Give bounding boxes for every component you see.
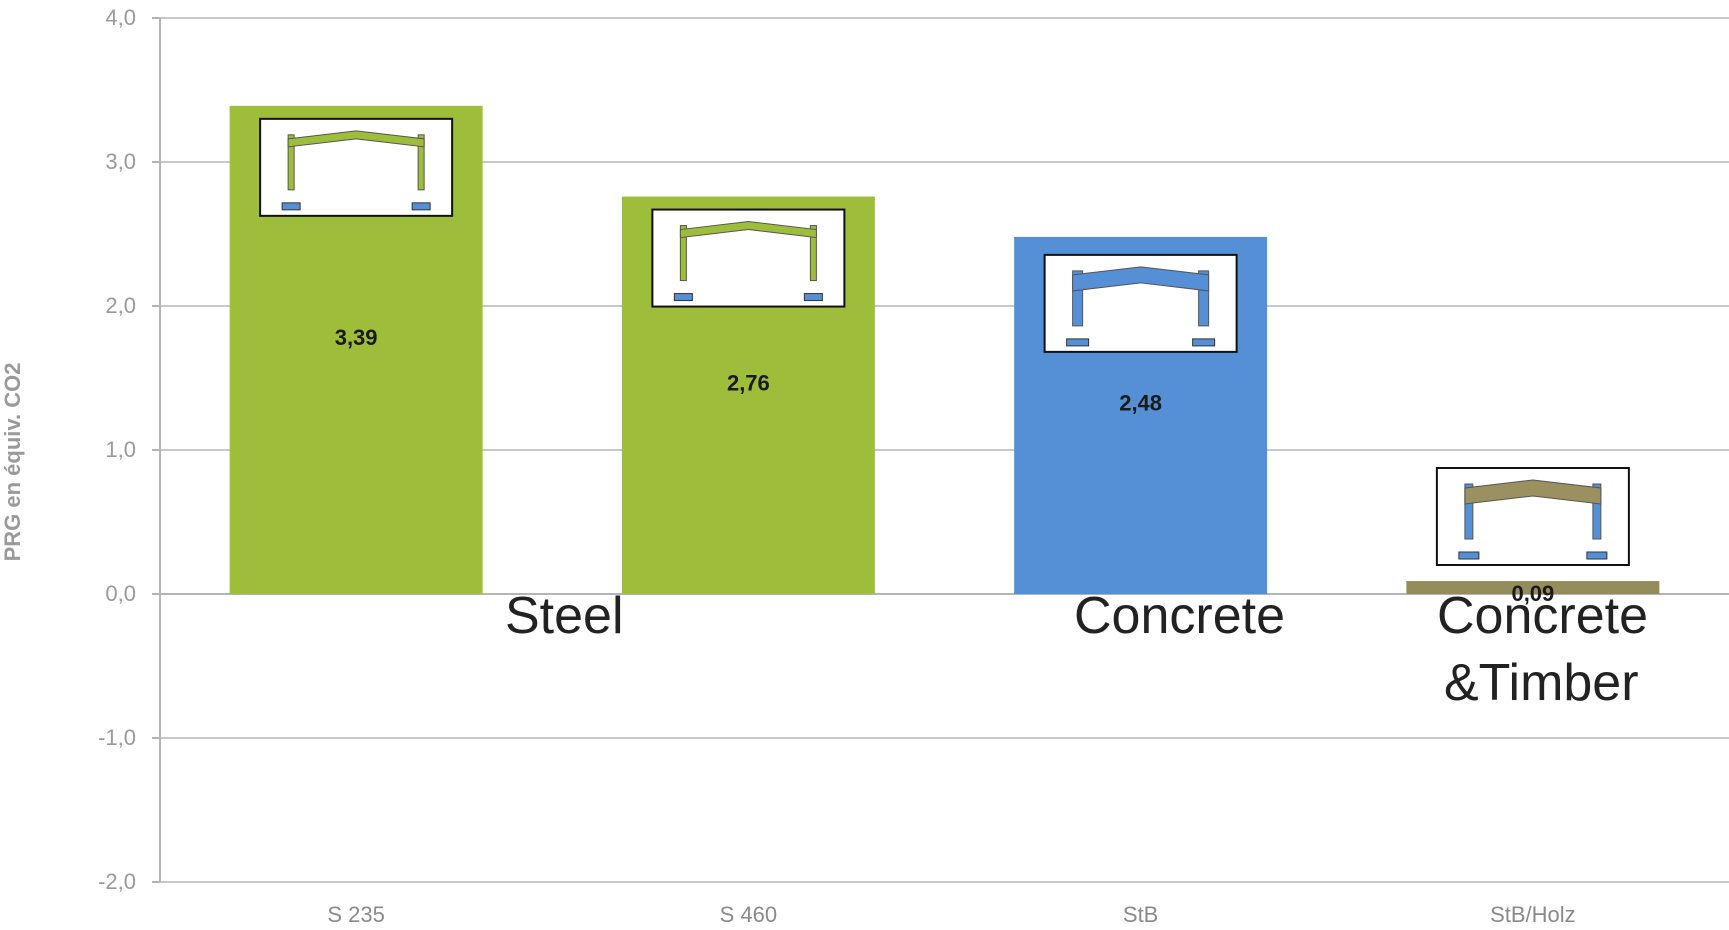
annotation-concrete: Concrete <box>1074 587 1285 645</box>
base-plate-left <box>1066 338 1090 347</box>
y-tick-label: -2,0 <box>98 869 136 894</box>
value-label: 2,48 <box>1119 390 1162 415</box>
value-label: 2,76 <box>727 370 770 395</box>
concrete-timber-frame-icon <box>1435 467 1630 566</box>
concrete-frame-icon <box>1043 253 1238 353</box>
steel-frame-icon <box>651 208 846 308</box>
value-label: 3,39 <box>335 325 378 350</box>
group-annotations: Steel Concrete Concrete &Timber <box>505 587 1648 712</box>
bar-4 <box>1406 581 1660 594</box>
base-plate-left <box>673 293 693 302</box>
base-plate-right <box>803 293 823 302</box>
x-tick-label: S 235 <box>327 902 385 927</box>
roof-beam <box>679 221 817 239</box>
column-left <box>679 225 687 282</box>
x-tick-label: StB <box>1123 902 1158 927</box>
value-labels: 3,39 2,76 2,48 0,09 <box>335 325 1555 606</box>
axes: 4,0 3,0 2,0 1,0 0,0 -1,0 -2,0 S 235 S 460 StB StB/… <box>98 5 1576 927</box>
column-right <box>809 225 817 282</box>
x-tick-label: StB/Holz <box>1490 902 1576 927</box>
y-tick-label: 1,0 <box>105 437 136 462</box>
base-plate-left <box>281 202 301 211</box>
frame-icons <box>259 117 1630 566</box>
column-right <box>1592 483 1602 540</box>
annotation-concrete-timber-line2: &Timber <box>1444 654 1639 712</box>
column-left <box>287 134 295 191</box>
y-tick-label: -1,0 <box>98 725 136 750</box>
base-plate-right <box>1586 551 1608 560</box>
base-plate-right <box>411 202 431 211</box>
column-left <box>1464 483 1474 540</box>
value-label: 0,09 <box>1511 581 1554 606</box>
annotation-concrete-timber-line1: Concrete <box>1437 587 1648 645</box>
base-plate-right <box>1192 338 1216 347</box>
column-right <box>1198 270 1210 327</box>
roof-beam <box>1072 266 1210 292</box>
y-tick-label: 2,0 <box>105 293 136 318</box>
y-tick-label: 4,0 <box>105 5 136 30</box>
x-tick-label: S 460 <box>720 902 778 927</box>
column-right <box>417 134 425 191</box>
y-tick-label: 3,0 <box>105 149 136 174</box>
roof-beam <box>287 130 425 148</box>
base-plate-left <box>1458 551 1480 560</box>
steel-frame-icon <box>259 117 454 217</box>
annotation-steel: Steel <box>505 587 624 645</box>
column-left <box>1072 270 1084 327</box>
roof-beam <box>1464 479 1602 505</box>
y-axis-label: PRG en équiv. CO2 <box>0 363 25 562</box>
y-tick-label: 0,0 <box>105 581 136 606</box>
